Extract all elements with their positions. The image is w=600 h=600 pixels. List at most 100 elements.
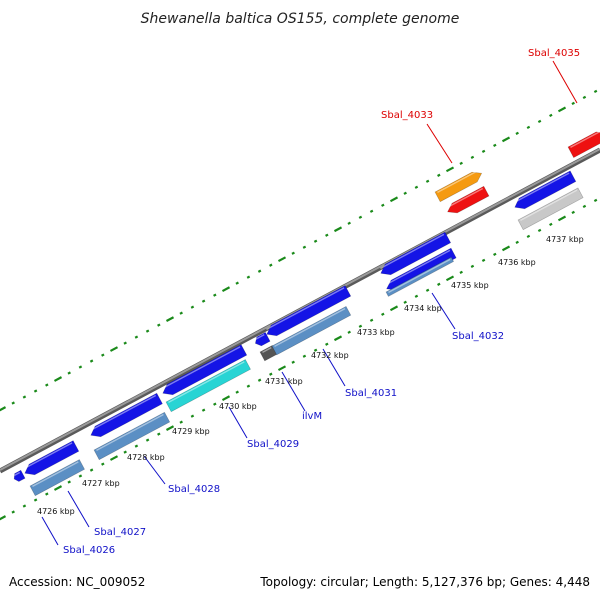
outer-tick	[313, 239, 318, 243]
outer-tick	[325, 233, 329, 237]
inner-tick	[235, 390, 239, 394]
inner-tick	[537, 228, 542, 233]
gene-sbal4031-b	[271, 305, 352, 356]
outer-tick	[11, 401, 15, 405]
outer-tick	[501, 136, 511, 143]
outer-tick	[537, 119, 542, 124]
outer-tick	[381, 203, 385, 207]
inner-tick	[45, 492, 49, 496]
outer-tick	[109, 346, 119, 352]
outer-tick	[593, 89, 598, 94]
kbp-label: 4736 kbp	[498, 258, 536, 267]
inner-tick	[593, 198, 598, 203]
outer-tick	[347, 221, 351, 225]
outer-tick	[515, 131, 519, 135]
label-leader-line	[228, 406, 248, 439]
kbp-scale: 4726 kbp 4727 kbp 4728 kbp 4729 kbp 4730 kbp…	[37, 235, 584, 516]
outer-tick	[358, 215, 363, 219]
inner-tick	[165, 425, 175, 431]
inner-tick	[11, 510, 15, 514]
inner-tick	[515, 240, 519, 244]
inner-tick	[179, 420, 183, 424]
inner-tick	[437, 282, 441, 286]
outer-tick	[333, 226, 343, 233]
inner-tick	[269, 372, 273, 376]
outer-tick	[582, 95, 587, 100]
gene-ilvm-small	[255, 331, 271, 347]
gene-sbal4027	[29, 459, 85, 497]
gene-small-4026	[13, 469, 26, 482]
inner-tick	[389, 305, 399, 312]
gene-label[interactable]: Sbal_4031	[345, 388, 397, 399]
outer-tick	[459, 161, 463, 165]
label-leader-line	[67, 490, 90, 528]
outer-tick	[369, 209, 374, 213]
gene-label[interactable]: Sbal_4035	[528, 48, 580, 59]
accession-text: Accession: NC_009052	[9, 575, 145, 589]
outer-tick	[22, 395, 27, 399]
label-leader-line	[426, 123, 453, 164]
inner-tick	[403, 300, 407, 304]
inner-tick	[213, 402, 217, 406]
outer-tick	[67, 371, 71, 375]
outer-tick	[437, 173, 441, 177]
kbp-label: 4731 kbp	[265, 377, 303, 386]
label-leaders	[41, 60, 578, 546]
outer-tick-track	[0, 89, 598, 412]
inner-tick	[414, 294, 419, 298]
outer-tick	[165, 316, 175, 322]
kbp-label: 4730 kbp	[219, 402, 257, 411]
inner-tick	[333, 335, 343, 342]
gene-labels: Sbal_4026 Sbal_4027 Sbal_4028 Sbal_4029 ilvM…	[63, 48, 580, 556]
label-leader-line	[552, 60, 578, 104]
outer-tick	[493, 143, 497, 147]
gene-label[interactable]: Sbal_4033	[381, 110, 433, 121]
gene-sbal4029-b	[165, 359, 251, 413]
topology-text: Topology: circular; Length: 5,127,376 bp…	[259, 575, 590, 589]
inner-tick	[190, 414, 195, 418]
inner-tick	[257, 378, 262, 382]
gene-label[interactable]: Sbal_4032	[452, 331, 504, 342]
gene-label[interactable]: Sbal_4026	[63, 545, 115, 556]
outer-tick	[445, 166, 455, 173]
outer-tick	[221, 286, 231, 293]
label-leader-line	[143, 455, 166, 485]
outer-tick	[89, 359, 94, 363]
gene-label[interactable]: ilvM	[302, 411, 322, 422]
gene-label[interactable]: Sbal_4029	[247, 439, 299, 450]
inner-tick	[445, 275, 455, 282]
gene-label[interactable]: Sbal_4028	[168, 484, 220, 495]
outer-tick	[246, 275, 251, 279]
inner-tick	[145, 438, 150, 442]
label-leader-line	[431, 292, 456, 330]
inner-tick	[501, 245, 511, 252]
genome-backbone-highlight	[0, 148, 600, 471]
inner-tick	[123, 450, 127, 454]
outer-tick	[414, 185, 419, 189]
gene-sbal4026	[24, 440, 80, 476]
inner-tick	[381, 312, 385, 316]
outer-tick	[470, 155, 475, 159]
outer-tick	[157, 323, 161, 327]
inner-tick	[0, 515, 7, 521]
outer-tick	[213, 293, 217, 297]
inner-tick	[22, 504, 27, 508]
inner-tick	[89, 468, 94, 472]
gene-features	[13, 129, 600, 497]
kbp-label: 4737 kbp	[546, 235, 584, 244]
gene-label[interactable]: Sbal_4027	[94, 527, 146, 538]
label-leader-line	[322, 348, 346, 387]
outer-tick	[179, 311, 183, 315]
outer-tick	[235, 281, 239, 285]
inner-tick	[157, 432, 161, 436]
outer-tick	[403, 191, 407, 195]
outer-tick	[190, 305, 195, 309]
outer-tick	[269, 263, 273, 267]
inner-tick	[571, 210, 575, 215]
kbp-label: 4734 kbp	[404, 304, 442, 313]
outer-tick	[33, 389, 38, 393]
gene-sbal4035	[567, 129, 600, 158]
inner-tick	[302, 354, 307, 358]
outer-tick	[53, 376, 63, 382]
gene-sbal4034	[514, 170, 577, 210]
